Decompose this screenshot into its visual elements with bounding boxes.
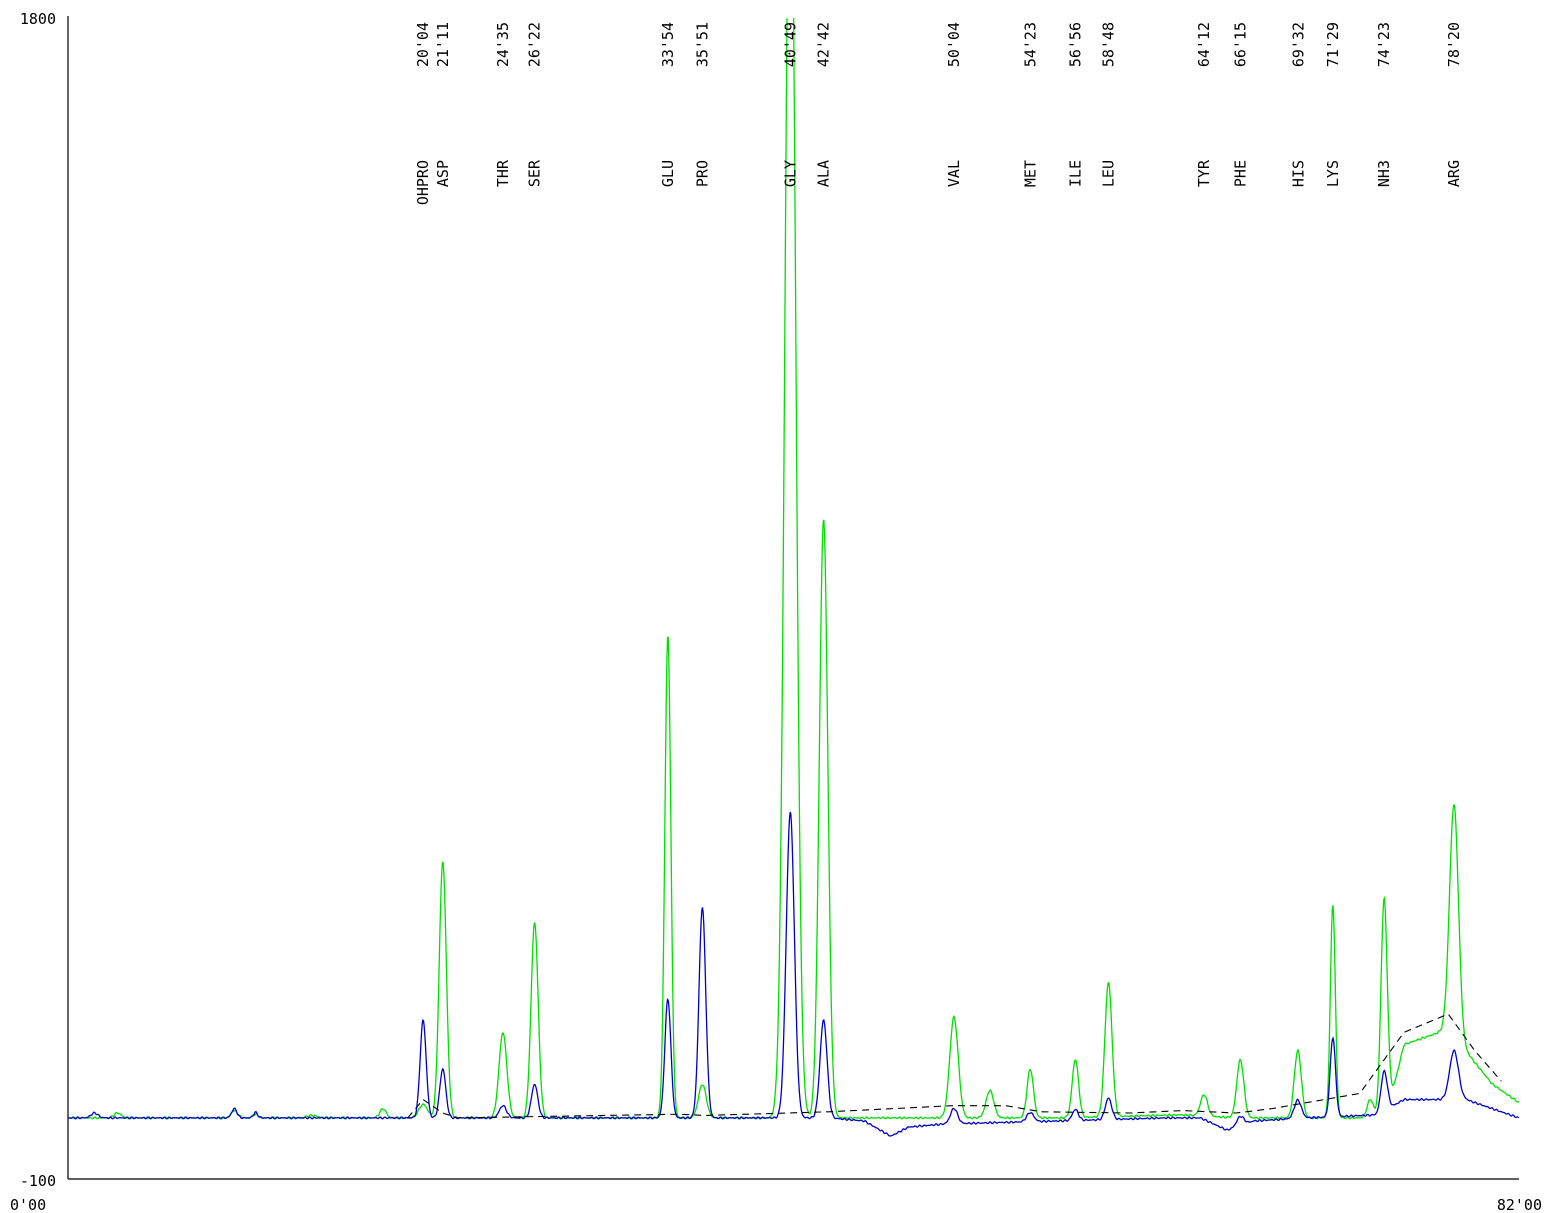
peak-time-label: 20'04 [414,22,432,67]
peak-labels-layer: 20'04 OHPRO 21'11 ASP 24'35 THR 26'22 SER 33'54 G… [414,22,1463,205]
peak-time-label: 33'54 [659,22,677,67]
peak-name-label: THR [494,159,512,187]
peak-name-label: SER [526,159,544,187]
peak-name-label: TYR [1195,159,1213,187]
peak-name-label: NH3 [1375,160,1393,187]
peak-time-label: 50'04 [945,22,963,67]
peak-name-label: PHE [1231,160,1249,187]
peak-name-label: VAL [945,160,963,187]
peak-time-label: 58'48 [1100,22,1118,67]
peak-time-label: 78'20 [1445,22,1463,67]
peak-time-label: 69'32 [1289,22,1307,67]
peak-name-label: PRO [693,160,711,187]
x-axis-max-tick-label: 82'00 [1497,1196,1542,1213]
x-axis-min-tick-label: 0'00 [10,1196,46,1213]
integration-baseline [407,1013,1502,1119]
y-axis-min-tick-label: -100 [20,1172,56,1190]
peak-time-label: 24'35 [494,22,512,67]
peak-name-label: OHPRO [414,160,432,205]
peak-time-label: 54'23 [1021,22,1039,67]
series-line-1 [68,18,1519,1120]
peak-name-label: LYS [1324,160,1342,187]
peak-time-label: 21'11 [434,22,452,67]
peak-time-label: 74'23 [1375,22,1393,67]
peak-time-label: 56'56 [1066,22,1084,67]
peak-time-label: 71'29 [1324,22,1342,67]
peak-time-label: 64'12 [1195,22,1213,67]
axes: 1800 -100 0'00 82'00 [10,10,1542,1213]
peak-name-label: LEU [1100,160,1118,187]
y-axis-max-tick-label: 1800 [20,10,56,28]
peak-name-label: GLU [659,160,677,187]
peak-time-label: 35'51 [693,22,711,67]
peak-name-label: ASP [434,160,452,187]
series-line-2 [68,811,1519,1137]
peak-name-label: ILE [1066,160,1084,187]
peak-name-label: ALA [815,160,833,187]
peak-time-label: 26'22 [526,22,544,67]
peak-name-label: GLY [781,160,799,187]
peak-name-label: MET [1021,160,1039,187]
series-layer [68,18,1519,1137]
peak-time-label: 42'42 [815,22,833,67]
peak-name-label: HIS [1289,160,1307,187]
integration-baseline-layer [407,1013,1502,1119]
peak-time-label: 40'49 [781,22,799,67]
peak-name-label: ARG [1445,160,1463,187]
peak-time-label: 66'15 [1231,22,1249,67]
